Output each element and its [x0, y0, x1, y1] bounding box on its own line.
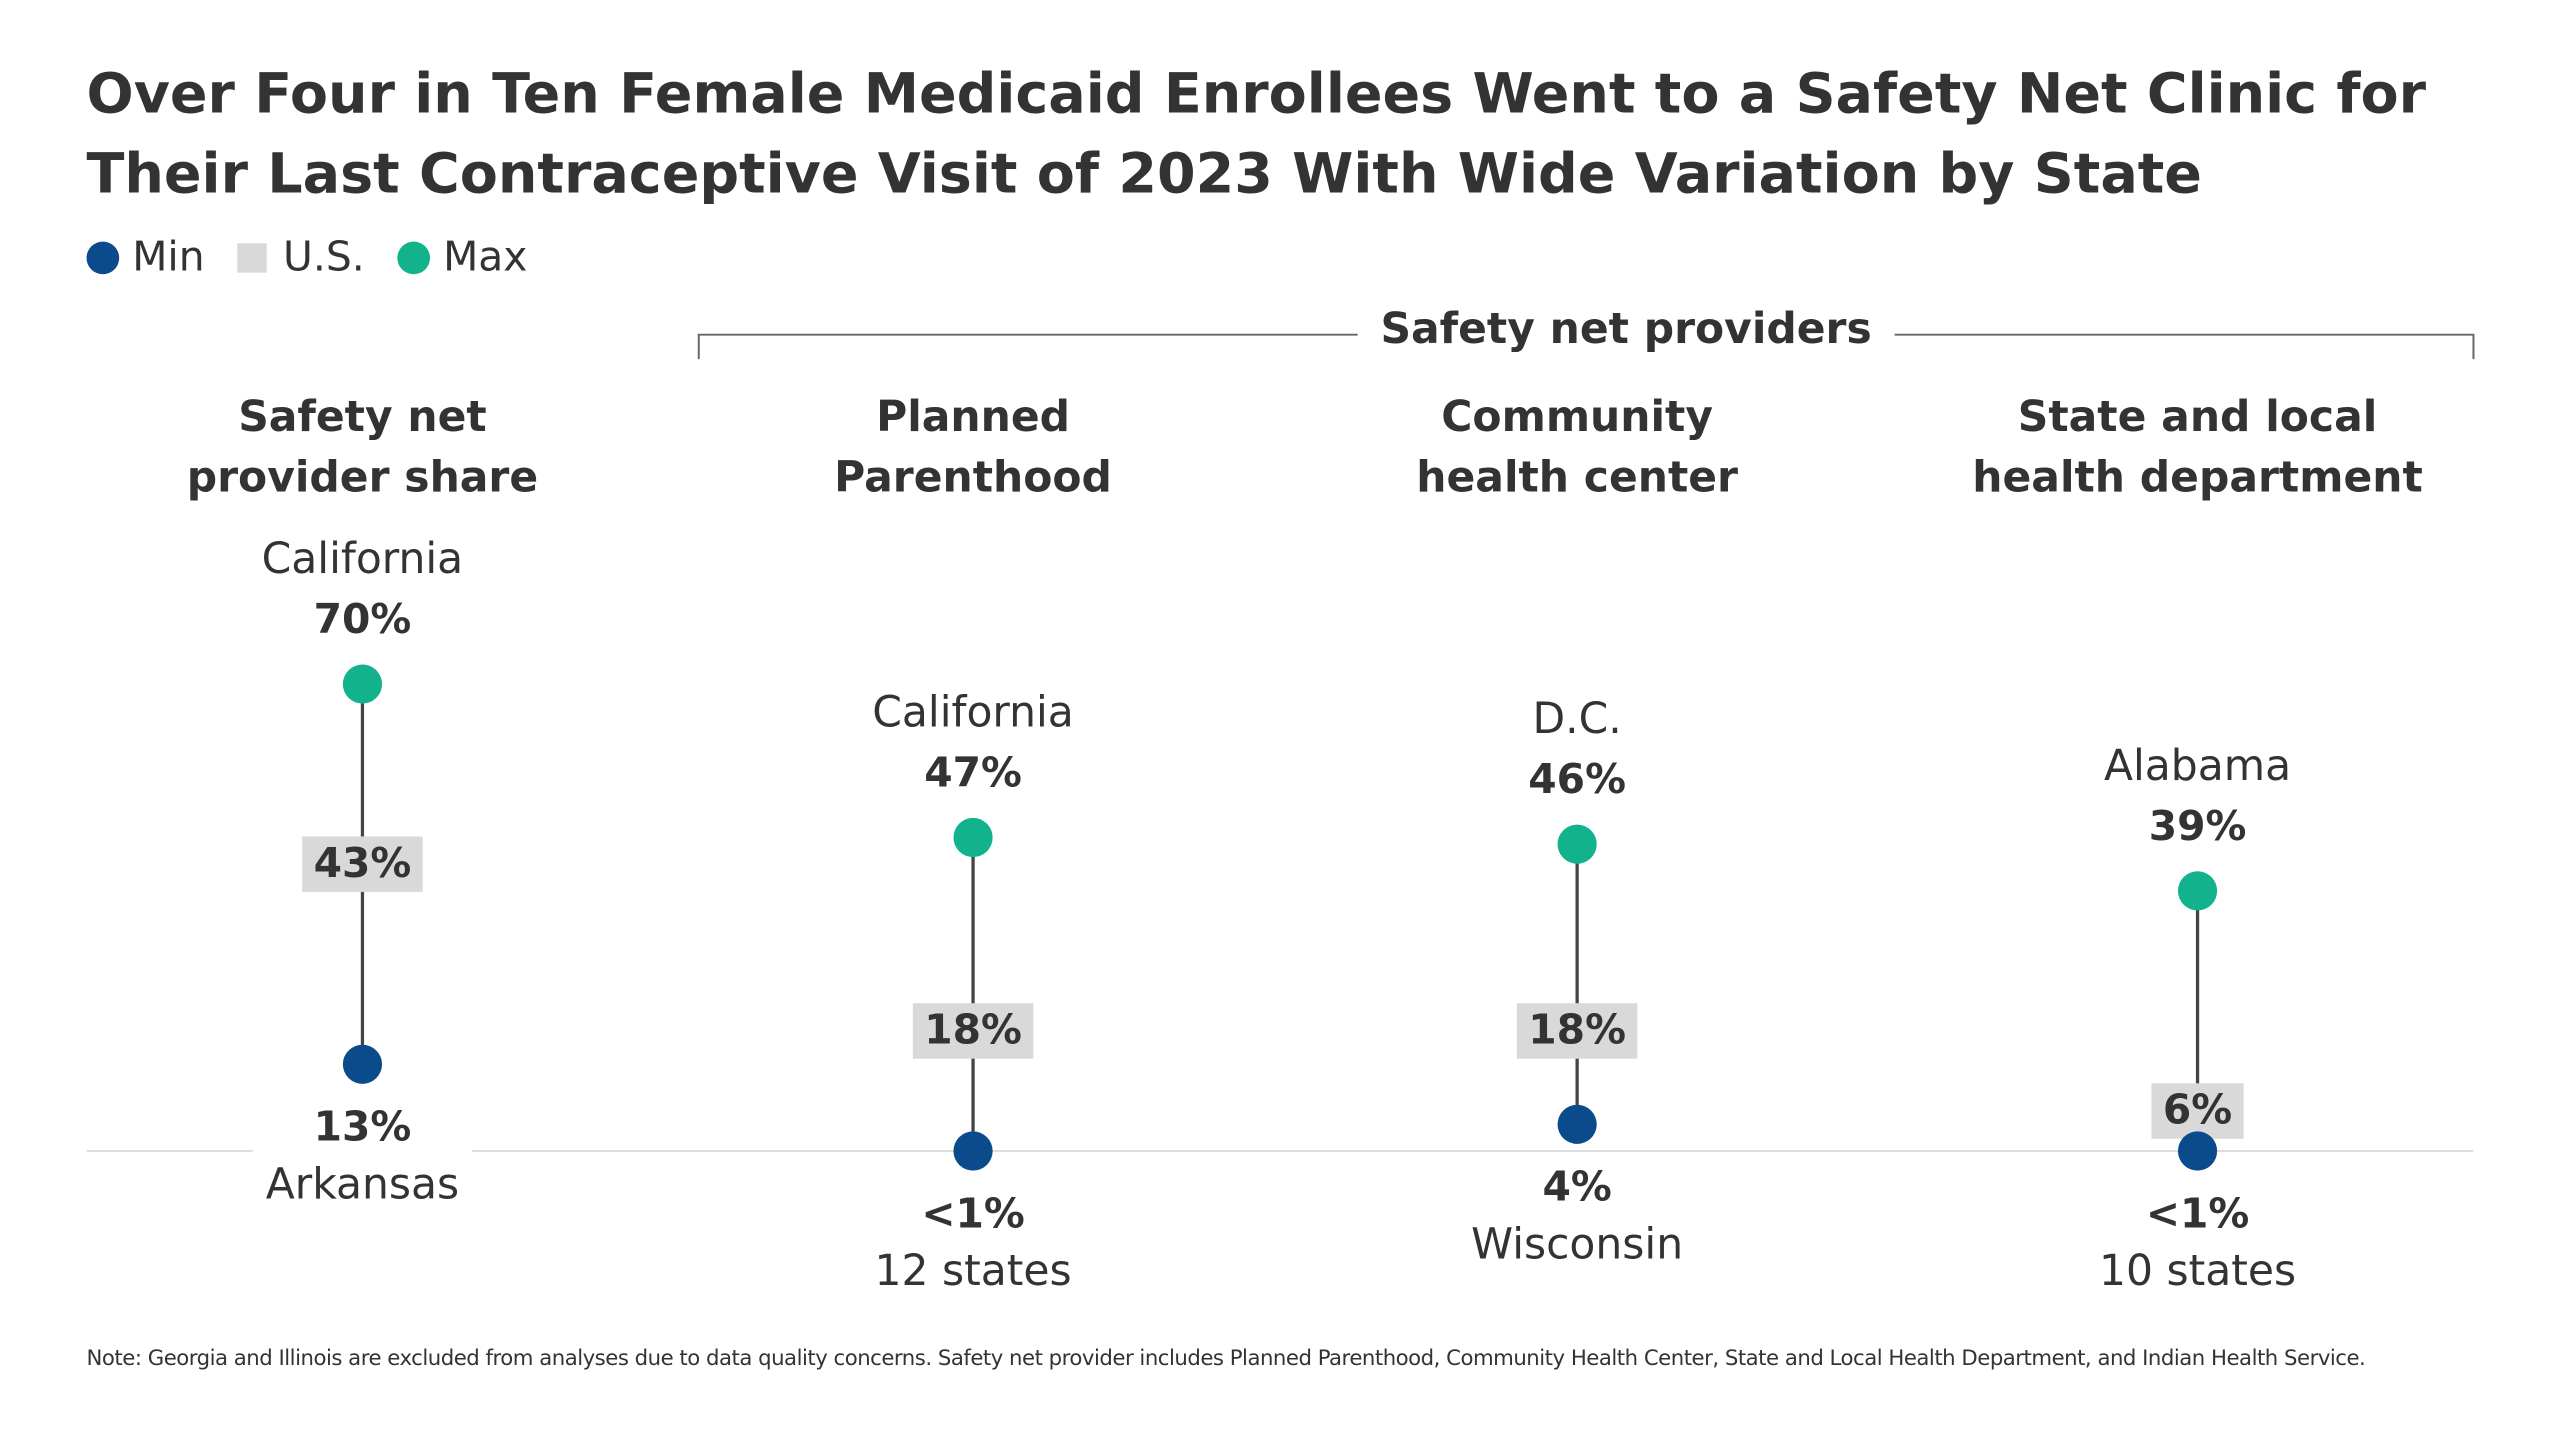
group-label: Safety net providers [1380, 305, 1871, 354]
max-state-label: Alabama [2104, 742, 2291, 791]
min-value-label: 13% [314, 1103, 412, 1151]
us-marker: 18% [912, 1003, 1034, 1059]
max-dot [1557, 824, 1597, 864]
us-label: 43% [314, 839, 412, 887]
min-dot [2177, 1131, 2218, 1171]
max-state-label: California [262, 535, 464, 584]
max-dot [2177, 871, 2218, 911]
min-dot [953, 1131, 993, 1171]
legend-swatch [397, 241, 431, 275]
us-box [1516, 1003, 1638, 1059]
legend-swatch [86, 241, 120, 275]
legend-label: U.S. [283, 233, 365, 281]
note: Note: Georgia and Illinois are excluded … [86, 1346, 2366, 1372]
label-background [1458, 1160, 1697, 1278]
min-state-label: Arkansas [266, 1160, 459, 1209]
min-value-label: <1% [921, 1189, 1024, 1237]
label-background [861, 1186, 1085, 1305]
max-state-label: California [872, 689, 1074, 738]
us-label: 18% [924, 1006, 1022, 1054]
label-background [2085, 1186, 2310, 1305]
group-bracket [1894, 333, 2475, 360]
min-value-label: 4% [1543, 1163, 1612, 1211]
min-state-label: 12 states [875, 1247, 1072, 1296]
min-dot [342, 1044, 383, 1084]
legend-swatch [237, 243, 267, 273]
min-state-label: 10 states [2099, 1247, 2296, 1296]
max-value-label: 39% [2149, 802, 2247, 850]
max-value-label: 70% [314, 595, 412, 643]
min-state-label: Wisconsin [1471, 1220, 1683, 1269]
max-state-label: D.C. [1532, 695, 1621, 744]
min-dot [1557, 1104, 1597, 1144]
us-box [2151, 1083, 2244, 1139]
legend-label: Min [132, 233, 204, 281]
us-marker: 18% [1516, 1003, 1638, 1059]
max-dot [342, 664, 383, 704]
us-label: 6% [2163, 1086, 2232, 1134]
category-label: Planned Parenthood [834, 393, 1112, 503]
chart-title: Over Four in Ten Female Medicaid Enrolle… [86, 62, 2427, 208]
us-marker: 43% [302, 836, 423, 892]
max-dot [953, 817, 993, 858]
us-marker: 6% [2151, 1083, 2244, 1139]
category-label: State and local health department [1972, 393, 2423, 503]
us-label: 18% [1528, 1006, 1626, 1054]
us-box [302, 836, 423, 892]
us-box [912, 1003, 1034, 1059]
max-value-label: 46% [1528, 755, 1626, 803]
group-bracket [697, 333, 1358, 360]
legend-label: Max [443, 233, 527, 281]
label-background [252, 1100, 473, 1218]
category-label: Community health center [1416, 393, 1738, 503]
min-value-label: <1% [2146, 1189, 2249, 1237]
category-label: Safety net provider share [186, 393, 539, 503]
max-value-label: 47% [924, 748, 1022, 796]
